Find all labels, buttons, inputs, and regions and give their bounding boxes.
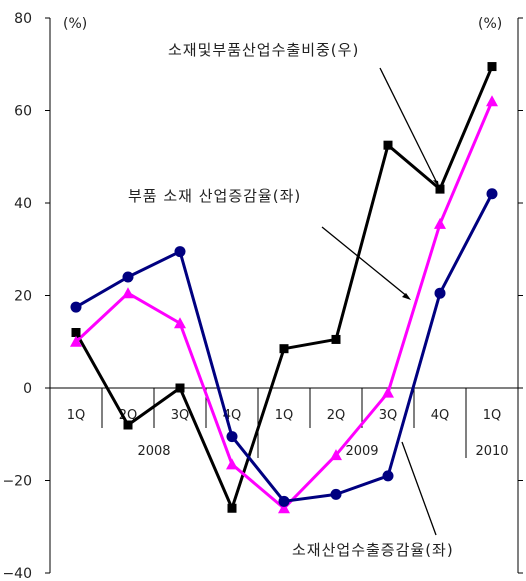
- data-point-circle: [434, 287, 446, 299]
- data-point-triangle: [70, 335, 82, 347]
- y-tick-label: 80: [14, 11, 32, 27]
- data-point-triangle: [330, 449, 342, 461]
- x-category-label: 3Q: [379, 408, 398, 423]
- axes: [49, 18, 519, 573]
- data-point-square: [175, 383, 185, 393]
- x-category-label: 1Q: [275, 408, 294, 423]
- data-point-circle: [122, 271, 134, 283]
- annotation-export-share-arrowhead: [433, 180, 439, 187]
- data-point-square: [435, 184, 445, 194]
- y-tick-label: 0: [23, 381, 32, 397]
- series-line-1: [74, 65, 494, 510]
- data-point-triangle: [434, 217, 446, 229]
- x-year-label: 2009: [345, 444, 378, 459]
- data-point-square: [331, 334, 341, 344]
- data-point-triangle: [382, 386, 394, 398]
- data-point-triangle: [226, 458, 238, 470]
- annotation-export-share-pointer: [379, 67, 438, 184]
- annotation-parts-growth: 부품 소재 산업증감율(좌): [128, 187, 301, 205]
- x-category-label: 3Q: [171, 408, 190, 423]
- x-category-label: 1Q: [67, 408, 86, 423]
- annotation-materials-export-growth-pointer: [401, 441, 437, 536]
- data-point-circle: [278, 495, 290, 507]
- x-category-label: 4Q: [431, 408, 450, 423]
- data-point-triangle: [122, 287, 134, 299]
- data-point-circle: [330, 488, 342, 500]
- x-year-label: 2010: [475, 444, 508, 459]
- data-point-square: [227, 503, 237, 513]
- annotation-export-share: 소재및부품산업수출비중(우): [168, 41, 359, 59]
- annotations: 소재및부품산업수출비중(우) 부품 소재 산업증감율(좌) 소재산업수출증감율(…: [128, 41, 454, 559]
- data-point-circle: [226, 431, 238, 443]
- data-point-triangle: [486, 95, 498, 107]
- data-point-circle: [174, 246, 186, 258]
- y-tick-label: −40: [2, 566, 32, 581]
- x-category-label: 2Q: [327, 408, 346, 423]
- data-point-circle: [382, 470, 394, 482]
- left-unit-label: (%): [63, 16, 87, 32]
- data-point-square: [383, 140, 393, 150]
- y-tick-label: 20: [14, 289, 32, 305]
- annotation-parts-growth-pointer: [321, 226, 409, 298]
- y-tick-label: 60: [14, 104, 32, 120]
- x-year-label: 2008: [137, 444, 170, 459]
- x-category-label: 1Q: [483, 408, 502, 423]
- series-lines: [70, 62, 498, 514]
- y-tick-label: −20: [2, 474, 32, 490]
- data-point-triangle: [174, 317, 186, 329]
- data-point-circle: [486, 188, 498, 200]
- data-point-square: [71, 328, 81, 337]
- y-ticks: 80 60 40 20 0 −20 −40: [2, 11, 523, 581]
- annotation-materials-export-growth: 소재산업수출증감율(좌): [292, 541, 454, 559]
- data-point-square: [279, 344, 289, 354]
- data-point-square: [487, 62, 497, 72]
- data-point-circle: [70, 301, 82, 313]
- data-point-square: [123, 420, 133, 430]
- annotation-parts-growth-arrowhead: [402, 293, 411, 300]
- data-point-triangle: [278, 502, 290, 514]
- right-unit-label: (%): [478, 16, 502, 32]
- y-tick-label: 40: [14, 196, 32, 212]
